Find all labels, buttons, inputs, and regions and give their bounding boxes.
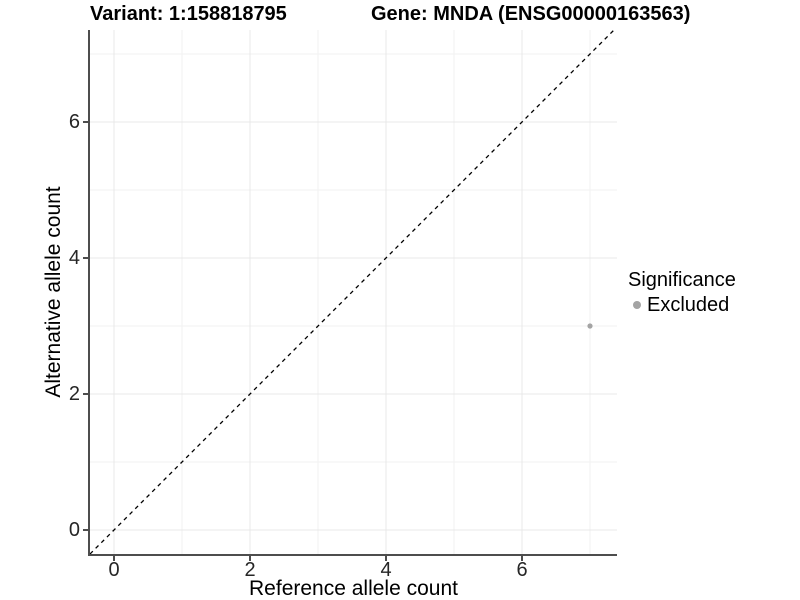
x-axis-line: [88, 554, 617, 556]
y-tick-mark: [83, 121, 88, 123]
legend-title: Significance: [628, 269, 736, 291]
x-tick-label: 4: [380, 559, 392, 581]
y-tick-label: 6: [68, 111, 80, 133]
y-axis-line: [88, 30, 90, 556]
legend-entry-label: Excluded: [647, 294, 730, 316]
x-tick-label: 0: [108, 559, 120, 581]
y-tick-label: 2: [68, 383, 80, 405]
data-point: [587, 323, 593, 329]
legend-entries: Excluded: [628, 294, 736, 316]
x-tick-mark: [249, 556, 251, 561]
y-tick-label: 0: [68, 519, 80, 541]
plot-panel: [90, 30, 617, 554]
y-tick-label: 4: [68, 247, 80, 269]
legend-point-icon: [633, 301, 641, 309]
identity-line: [90, 30, 615, 554]
legend-entry: Excluded: [628, 294, 736, 316]
y-tick-mark: [83, 257, 88, 259]
x-tick-mark: [521, 556, 523, 561]
y-tick-mark: [83, 393, 88, 395]
gene-title: Gene: MNDA (ENSG00000163563): [371, 3, 691, 25]
x-axis-title: Reference allele count: [249, 577, 458, 600]
legend: Significance Excluded: [628, 268, 736, 316]
x-tick-label: 6: [516, 559, 528, 581]
x-tick-mark: [385, 556, 387, 561]
variant-title: Variant: 1:158818795: [90, 3, 287, 25]
x-tick-mark: [113, 556, 115, 561]
x-tick-label: 2: [244, 559, 256, 581]
y-axis-title: Alternative allele count: [42, 186, 65, 398]
y-tick-mark: [83, 529, 88, 531]
